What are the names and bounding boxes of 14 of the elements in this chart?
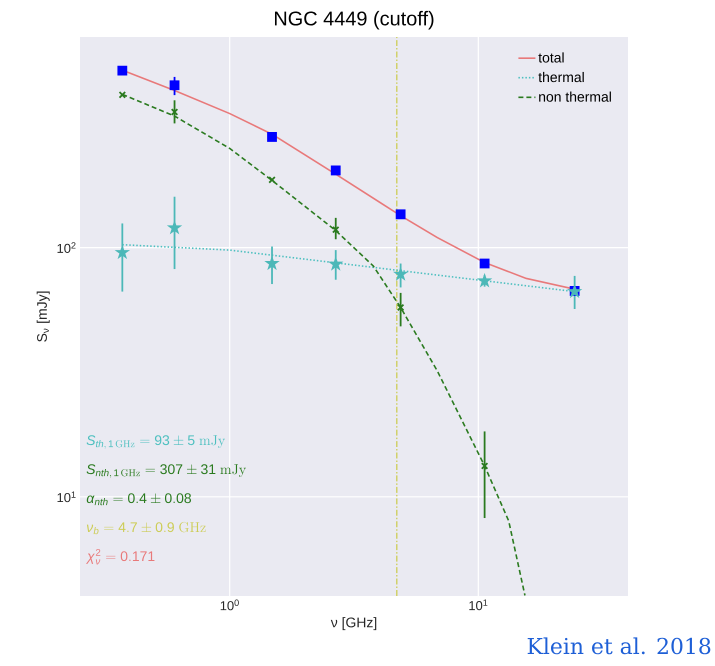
legend-label: total xyxy=(538,52,564,63)
legend-label: thermal xyxy=(538,72,584,82)
annotation: $\nu_{b} = 4.7 \pm 0.9\ \mathrm{GHz}$ xyxy=(86,522,206,534)
x-tick-label: 10$^{0}$ xyxy=(220,600,239,610)
annotation: $S_{nth,\,1\,\mathrm{GHz}} = 307 \pm 31\ \mathrm{mJy}$ xyxy=(86,464,246,478)
y-axis-title: S$_{ν}$ [mJy] xyxy=(36,292,50,342)
y-tick-label: 10$^{2}$ xyxy=(58,242,76,253)
chart-title: NGC 4449 (cutoff) xyxy=(274,10,434,30)
annotation: $\alpha_{nth} = 0.4 \pm 0.08$ xyxy=(86,493,191,506)
legend-label: non thermal xyxy=(539,92,611,102)
text: Klein et al. 2018 xyxy=(528,637,710,654)
annotation: $S_{th,\,1\,\mathrm{GHz}} = 93 \pm 5\ \mathrm{mJy}$ xyxy=(86,435,226,450)
x-axis-title: ν [GHz] xyxy=(330,617,376,630)
annotation: $\chi^{2}_{\nu} = 0.171$ xyxy=(86,548,154,565)
